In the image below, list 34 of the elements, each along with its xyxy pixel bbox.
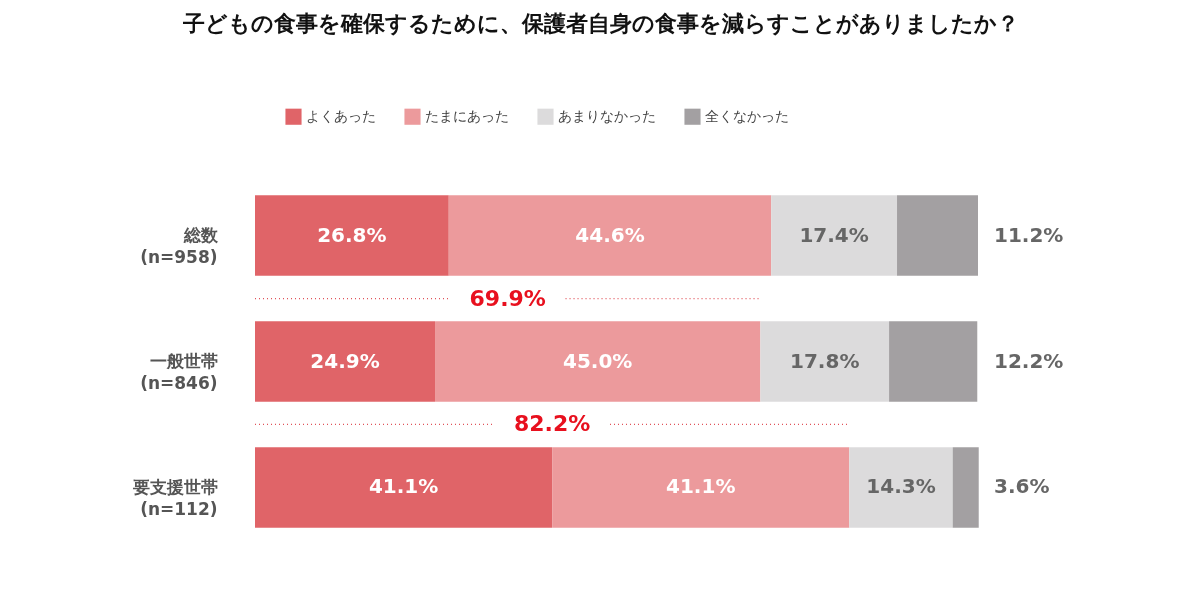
data-label: 24.9% (310, 348, 380, 373)
bar (255, 447, 553, 528)
data-label: 41.1% (368, 474, 439, 499)
legend-label: 全くなかった (705, 107, 789, 124)
data-label: 11.2% (994, 222, 1064, 247)
y-tick-label: 総数 (n=958) (140, 225, 219, 268)
bar (889, 321, 978, 402)
data-label: 17.4% (799, 222, 869, 247)
annotation: 69.9% (469, 285, 546, 311)
legend-label: よくあった (306, 107, 376, 124)
legend-label: たまにあった (425, 107, 509, 124)
data-label: 45.0% (563, 348, 633, 373)
bar (760, 321, 890, 402)
bar (448, 195, 772, 276)
legend-label: あまりなかった (558, 107, 656, 124)
data-label: 3.6% (994, 474, 1050, 499)
data-label: 14.3% (866, 474, 936, 499)
data-label: 12.2% (994, 348, 1064, 373)
bar (771, 195, 898, 276)
y-tick-label: 一般世帯 (n=846) (140, 351, 218, 393)
bar (897, 195, 978, 276)
bar (552, 447, 850, 528)
data-label: 26.8% (317, 222, 387, 247)
bar (255, 321, 436, 402)
chart-title: 子どもの食事を確保するために、保護者自身の食事を減らすことがありましたか？ (181, 11, 1019, 36)
data-label: 41.1% (666, 474, 736, 499)
bar (952, 447, 979, 528)
annotation: 82.2% (513, 411, 591, 437)
bar (435, 321, 761, 402)
data-label: 44.6% (575, 222, 645, 247)
bar (849, 447, 953, 528)
bar (255, 195, 449, 276)
y-tick-label: 要支援世帯 (n=112) (131, 476, 218, 519)
data-label: 17.8% (790, 348, 860, 373)
